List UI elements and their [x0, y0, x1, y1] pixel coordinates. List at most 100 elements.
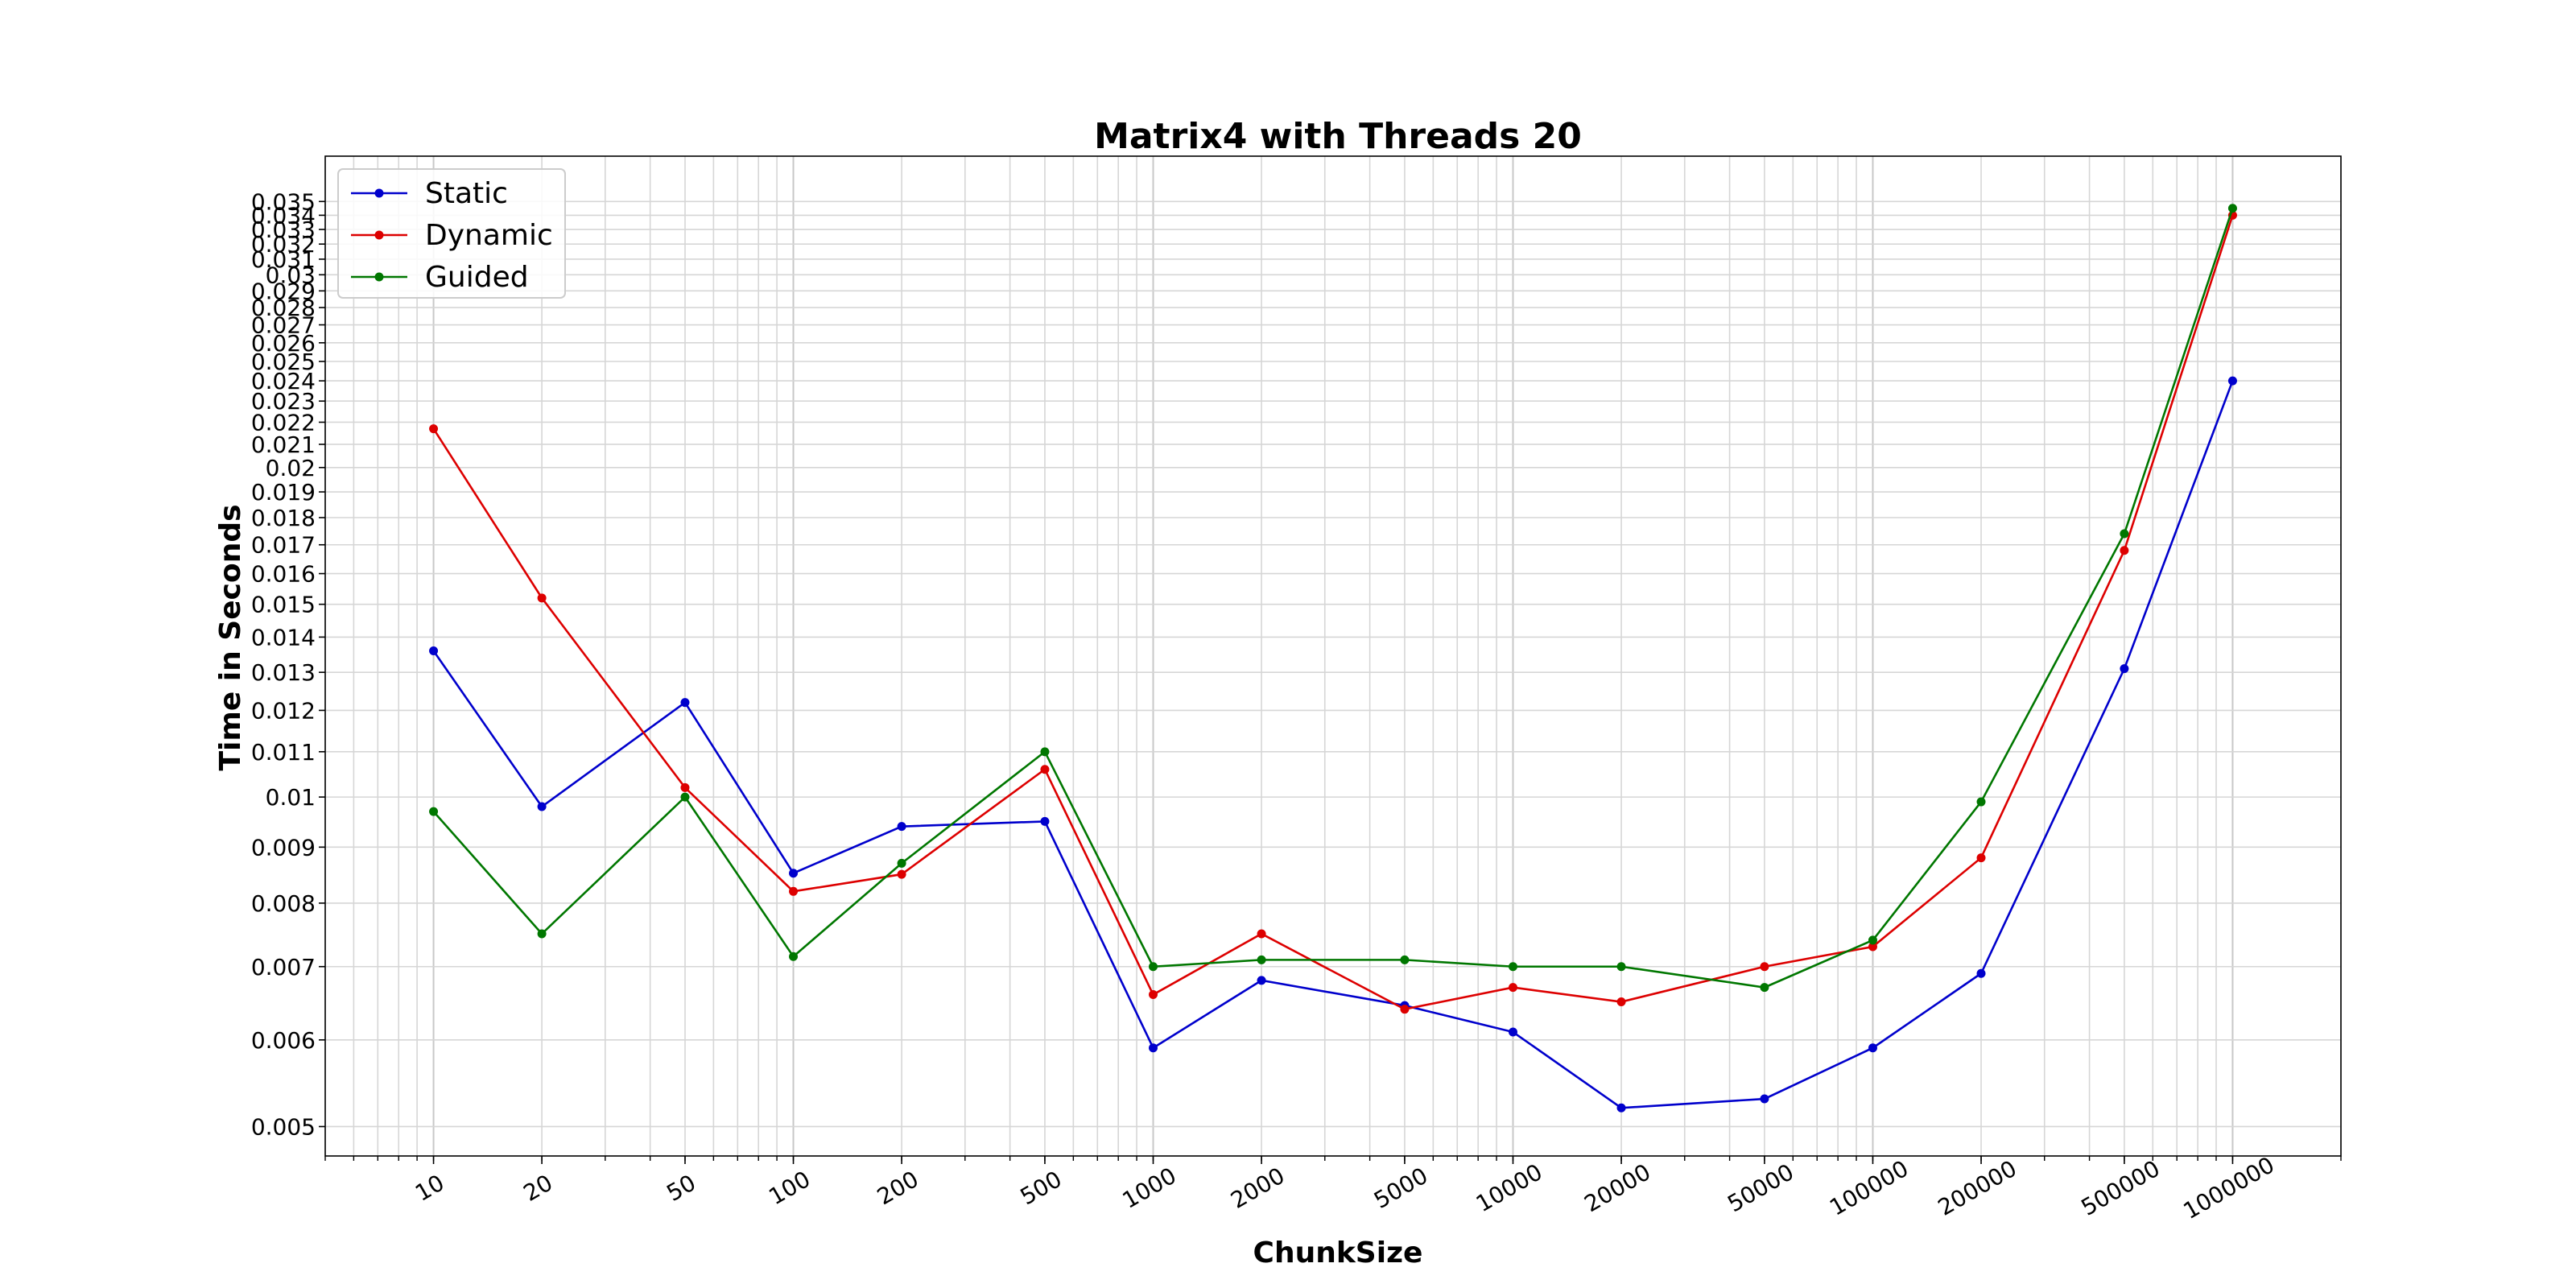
data-point	[1760, 983, 1769, 993]
data-point	[1040, 747, 1050, 757]
x-tick-label: 10	[411, 1170, 448, 1207]
y-tick-label: 0.009	[251, 834, 316, 861]
data-point	[1257, 955, 1266, 964]
data-point	[1976, 853, 1986, 863]
y-tick-label: 0.025	[251, 349, 316, 375]
y-tick-label: 0.024	[251, 368, 316, 394]
y-tick-label: 0.016	[251, 561, 316, 588]
data-point	[537, 802, 547, 811]
data-point	[429, 807, 439, 816]
data-point	[1616, 1103, 1626, 1113]
data-point	[897, 858, 906, 868]
data-point	[1976, 797, 1986, 807]
y-tick-label: 0.014	[251, 624, 316, 650]
axes: 0.005 0.006 0.007 0.008 0.009 0.01 0.011 0.012 0…	[251, 155, 2342, 1224]
data-point	[789, 886, 799, 896]
data-point	[1868, 935, 1877, 945]
chart-title: Matrix4 with Threads 20	[1094, 116, 1582, 157]
x-tick-label: 5000	[1369, 1162, 1432, 1214]
series-dynamic	[429, 210, 2237, 1014]
data-point	[680, 782, 690, 792]
data-point	[1257, 976, 1266, 985]
y-tick-label: 0.028	[251, 295, 316, 321]
grid-lines	[324, 156, 2342, 1156]
x-tick-label: 100000	[1825, 1155, 1913, 1221]
y-tick-label: 0.027	[251, 312, 316, 339]
series-guided	[429, 204, 2237, 993]
data-point	[897, 869, 906, 879]
y-tick-label: 0.022	[251, 409, 316, 436]
y-tick-label: 0.031	[251, 246, 316, 273]
data-point	[1040, 816, 1050, 826]
data-point	[1400, 1005, 1410, 1014]
data-point	[1508, 962, 1517, 972]
data-point	[2120, 529, 2129, 539]
x-tick-label: 1000000	[2178, 1151, 2278, 1224]
y-tick-label: 0.021	[251, 431, 316, 458]
data-point	[897, 822, 906, 832]
data-point	[680, 792, 690, 802]
y-tick-label: 0.032	[251, 231, 316, 258]
x-tick-label: 200000	[1934, 1155, 2021, 1221]
series-line	[432, 215, 2234, 1011]
data-point	[2120, 664, 2129, 674]
y-tick-label: 0.03	[266, 262, 316, 288]
data-point	[1040, 765, 1050, 774]
x-tick-label: 20000	[1579, 1158, 1655, 1217]
data-point	[2227, 376, 2237, 386]
y-tick-label: 0.017	[251, 532, 316, 559]
y-tick-label: 0.011	[251, 739, 316, 766]
legend-label: Static	[425, 177, 508, 210]
data-point	[537, 929, 547, 939]
data-point	[1616, 962, 1626, 972]
x-tick-label: 50000	[1723, 1158, 1798, 1217]
x-tick-label: 1000	[1118, 1162, 1181, 1214]
data-point	[1257, 929, 1266, 939]
legend-label: Dynamic	[425, 219, 553, 252]
y-tick-label: 0.012	[251, 697, 316, 724]
data-point	[1400, 955, 1410, 964]
data-point	[1149, 962, 1158, 972]
y-tick-label: 0.006	[251, 1027, 316, 1054]
data-point	[1868, 1043, 1877, 1053]
data-point	[1616, 997, 1626, 1007]
y-tick-label: 0.035	[251, 188, 316, 215]
legend-swatch-marker	[374, 230, 384, 240]
x-tick-label: 20	[519, 1170, 557, 1207]
data-point	[1760, 962, 1769, 972]
y-tick-label: 0.029	[251, 278, 316, 304]
data-point	[789, 869, 799, 878]
x-tick-label: 500	[1016, 1166, 1067, 1210]
y-tick-label: 0.033	[251, 217, 316, 243]
x-tick-label: 100	[764, 1166, 815, 1210]
data-point	[2227, 204, 2237, 213]
data-point	[1508, 1027, 1517, 1037]
y-tick-label: 0.013	[251, 659, 316, 686]
y-tick-label: 0.019	[251, 479, 316, 506]
data-point	[1868, 942, 1877, 952]
x-tick-label: 10000	[1472, 1158, 1547, 1217]
y-tick-label: 0.026	[251, 330, 316, 357]
series-line	[432, 380, 2234, 1109]
data-point	[429, 646, 439, 656]
y-tick-label: 0.023	[251, 388, 316, 415]
data-point	[1976, 968, 1986, 978]
y-tick-label: 0.018	[251, 505, 316, 531]
y-tick-label: 0.008	[251, 890, 316, 917]
x-tick-label: 2000	[1226, 1162, 1289, 1214]
x-tick-label: 50	[663, 1170, 700, 1207]
y-axis-label: Time in Seconds	[214, 504, 247, 770]
y-tick-label: 0.01	[266, 784, 316, 811]
y-tick-label: 0.005	[251, 1113, 316, 1140]
plot-frame	[324, 155, 2342, 1157]
x-tick-label: 200	[873, 1166, 923, 1210]
legend-box	[337, 168, 566, 299]
data-point	[1149, 1043, 1158, 1053]
data-point	[789, 952, 799, 961]
series-static	[429, 376, 2237, 1113]
y-tick-label: 0.034	[251, 202, 316, 229]
data-point	[1760, 1094, 1769, 1104]
x-tick-label: 500000	[2077, 1155, 2165, 1221]
data-point	[680, 698, 690, 708]
